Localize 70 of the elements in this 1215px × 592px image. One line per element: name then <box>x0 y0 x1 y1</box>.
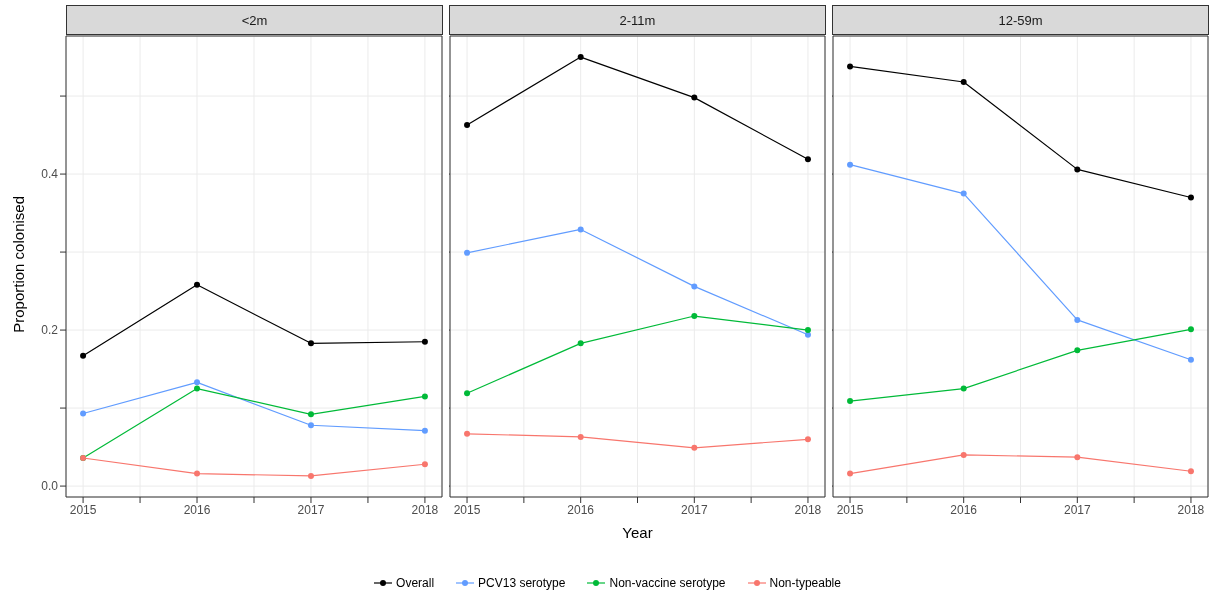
point <box>804 327 811 334</box>
x-tick-label: 2017 <box>1063 502 1091 517</box>
point <box>464 249 471 256</box>
point <box>960 385 967 392</box>
y-tick-label: 0.4 <box>41 167 59 182</box>
point <box>691 444 698 451</box>
x-tick-label: 2015 <box>836 502 864 517</box>
legend-label: Overall <box>396 576 435 590</box>
point <box>960 451 967 458</box>
point <box>691 283 698 290</box>
chart-title: 2-11m <box>619 12 656 28</box>
point <box>847 470 854 477</box>
point <box>421 338 428 345</box>
x-tick-label: 2015 <box>453 502 481 517</box>
x-tick-label: 2016 <box>567 502 595 517</box>
y-axis-title: Proportion colonised <box>9 195 27 333</box>
point <box>194 385 201 392</box>
legend-label: Non-vaccine serotype <box>609 576 726 590</box>
x-tick-label: 2016 <box>183 502 211 517</box>
point <box>1187 468 1194 475</box>
point <box>307 411 314 418</box>
point <box>577 340 584 347</box>
point <box>577 54 584 61</box>
x-axis-title: Year <box>622 524 653 541</box>
point <box>421 461 428 468</box>
x-tick-label: 2018 <box>411 502 439 517</box>
legend-label: PCV13 serotype <box>478 576 566 590</box>
point <box>307 340 314 347</box>
point <box>421 427 428 434</box>
point <box>960 79 967 86</box>
point <box>194 470 201 477</box>
point <box>194 281 201 288</box>
point <box>1187 356 1194 363</box>
point <box>80 352 87 359</box>
point <box>464 430 471 437</box>
x-tick-label: 2017 <box>297 502 325 517</box>
point <box>421 393 428 400</box>
point <box>960 190 967 197</box>
point <box>307 472 314 479</box>
point <box>1074 166 1081 173</box>
y-tick-label: 0.2 <box>41 323 59 338</box>
point <box>1074 316 1081 323</box>
point <box>577 226 584 233</box>
chart-title: <2m <box>241 12 268 28</box>
point <box>847 63 854 70</box>
point <box>464 390 471 397</box>
point <box>1074 347 1081 354</box>
x-tick-label: 2017 <box>680 502 708 517</box>
point <box>1074 454 1081 461</box>
point <box>464 121 471 128</box>
x-tick-label: 2016 <box>950 502 978 517</box>
point <box>1187 194 1194 201</box>
point <box>847 161 854 168</box>
point <box>80 410 87 417</box>
x-tick-label: 2015 <box>69 502 97 517</box>
point <box>194 379 201 386</box>
point <box>691 94 698 101</box>
point <box>1187 326 1194 333</box>
x-tick-label: 2018 <box>794 502 822 517</box>
y-tick-label: 0.0 <box>41 479 59 494</box>
point <box>804 156 811 163</box>
point <box>691 313 698 320</box>
point <box>804 331 811 338</box>
point <box>307 422 314 429</box>
point <box>847 398 854 405</box>
legend-label: Non-typeable <box>769 576 841 590</box>
x-tick-label: 2018 <box>1177 502 1205 517</box>
chart-title: 12-59m <box>998 12 1043 28</box>
point <box>804 436 811 443</box>
point <box>577 433 584 440</box>
